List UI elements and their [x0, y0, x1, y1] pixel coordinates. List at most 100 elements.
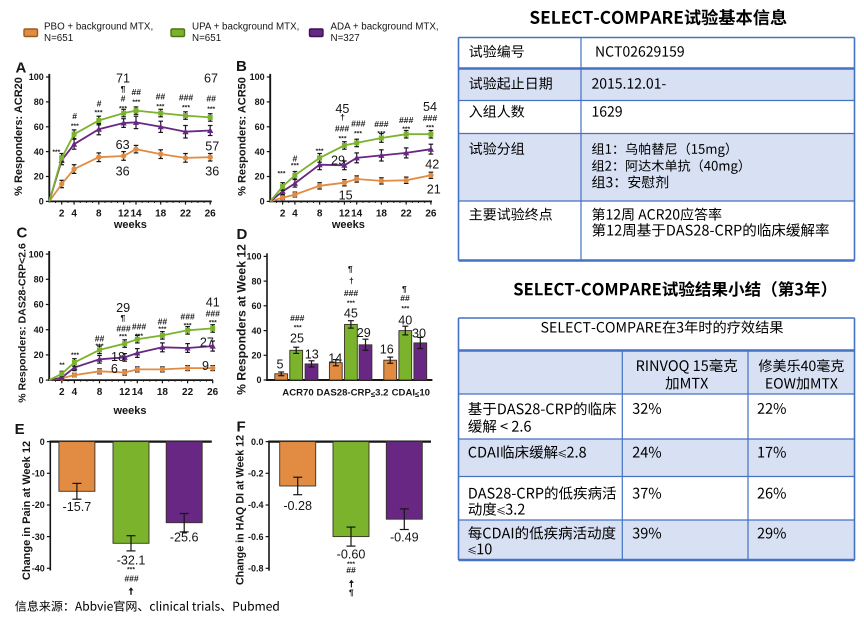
svg-text:***: *** — [156, 104, 164, 111]
svg-text:14: 14 — [132, 387, 144, 398]
svg-text:-10: -10 — [32, 469, 45, 479]
svg-text:###: ### — [180, 312, 195, 322]
svg-text:***: *** — [316, 148, 324, 155]
svg-text:-0.6: -0.6 — [248, 532, 264, 542]
svg-text:12: 12 — [339, 208, 351, 219]
svg-text:PBO + background MTX,: PBO + background MTX, — [44, 21, 153, 32]
svg-text:22: 22 — [182, 387, 194, 398]
svg-text:#: # — [121, 94, 126, 104]
svg-text:80: 80 — [34, 97, 44, 107]
svg-text:26: 26 — [207, 387, 219, 398]
svg-text:***: *** — [127, 567, 135, 574]
svg-text:-0.2: -0.2 — [248, 469, 264, 479]
svg-text:80: 80 — [34, 275, 44, 285]
svg-text:% Responders at Week 12: % Responders at Week 12 — [235, 244, 249, 395]
svg-text:N=651: N=651 — [192, 33, 221, 44]
svg-text:40: 40 — [34, 325, 44, 335]
svg-text:14: 14 — [130, 208, 142, 219]
svg-text:80: 80 — [255, 97, 265, 107]
svg-text:##: ## — [95, 333, 105, 343]
svg-text:***: *** — [339, 135, 347, 142]
svg-text:45: 45 — [344, 307, 358, 321]
svg-text:A: A — [16, 60, 27, 77]
svg-text:weeks: weeks — [113, 219, 147, 231]
svg-text:###: ### — [290, 313, 305, 323]
svg-text:###: ### — [351, 118, 366, 128]
svg-text:18: 18 — [155, 208, 167, 219]
svg-text:***: *** — [158, 326, 166, 333]
svg-text:F: F — [237, 418, 246, 435]
svg-text:-20: -20 — [32, 500, 45, 510]
svg-text:***: *** — [132, 99, 140, 106]
svg-text:30: 30 — [412, 327, 426, 341]
svg-text:ADA + background MTX,: ADA + background MTX, — [331, 21, 439, 32]
svg-text:***: *** — [347, 561, 355, 568]
svg-text:60: 60 — [251, 301, 261, 311]
svg-text:20: 20 — [251, 351, 261, 361]
svg-text:DAS28-CRP≤3.2: DAS28-CRP≤3.2 — [316, 388, 388, 400]
svg-text:-0.28: -0.28 — [283, 499, 312, 513]
svg-text:-30: -30 — [32, 532, 45, 542]
svg-text:-40: -40 — [32, 564, 45, 574]
svg-text:20: 20 — [34, 172, 44, 182]
svg-text:18: 18 — [376, 208, 388, 219]
svg-text:-15.7: -15.7 — [63, 500, 92, 514]
svg-text:***: *** — [401, 305, 409, 312]
svg-text:36: 36 — [205, 165, 219, 179]
svg-text:N=327: N=327 — [331, 33, 360, 44]
svg-text:4: 4 — [72, 387, 78, 398]
svg-text:-25.6: -25.6 — [170, 530, 199, 544]
svg-text:###: ### — [374, 119, 389, 129]
svg-text:0: 0 — [260, 197, 265, 207]
svg-text:45: 45 — [335, 102, 349, 116]
svg-text:D: D — [237, 226, 248, 243]
svg-text:22: 22 — [401, 208, 413, 219]
svg-text:42: 42 — [425, 158, 439, 172]
svg-text:-32.1: -32.1 — [117, 553, 146, 567]
svg-text:63: 63 — [116, 138, 130, 152]
svg-text:80: 80 — [251, 276, 261, 286]
svg-text:##: ## — [206, 93, 216, 103]
svg-text:##: ## — [400, 293, 410, 303]
svg-text:21: 21 — [427, 183, 441, 197]
svg-text:¶: ¶ — [402, 284, 407, 294]
svg-text:29: 29 — [116, 301, 130, 315]
svg-text:40: 40 — [398, 314, 412, 328]
svg-text:**: ** — [59, 362, 65, 369]
svg-text:60: 60 — [34, 122, 44, 132]
svg-text:***: *** — [426, 124, 434, 131]
svg-text:29: 29 — [331, 153, 345, 167]
svg-text:CDAI≤10: CDAI≤10 — [392, 388, 430, 400]
svg-text:###: ### — [179, 93, 194, 103]
svg-text:4: 4 — [71, 208, 77, 219]
svg-text:E: E — [15, 421, 25, 438]
svg-text:71: 71 — [116, 72, 130, 86]
svg-text:18: 18 — [111, 350, 125, 364]
svg-text:100: 100 — [29, 249, 44, 259]
svg-text:5: 5 — [276, 357, 283, 371]
svg-text:8: 8 — [96, 208, 102, 219]
svg-text:***: *** — [354, 131, 362, 138]
svg-text:weeks: weeks — [331, 219, 365, 231]
svg-text:###: ### — [206, 309, 221, 319]
svg-text:***: *** — [402, 126, 410, 133]
svg-text:2: 2 — [59, 387, 65, 398]
svg-text:67: 67 — [204, 72, 218, 86]
svg-text:¶: ¶ — [121, 84, 126, 94]
svg-text:***: *** — [95, 110, 103, 117]
svg-text:26: 26 — [205, 208, 217, 219]
svg-text:###: ### — [116, 324, 131, 334]
svg-text:0: 0 — [39, 197, 44, 207]
svg-text:0: 0 — [40, 437, 45, 447]
svg-text:57: 57 — [205, 140, 219, 154]
svg-text:ACR70: ACR70 — [282, 388, 313, 399]
svg-text:0.0: 0.0 — [251, 437, 264, 447]
svg-text:% Responders: DAS28-CRP<2.6: % Responders: DAS28-CRP<2.6 — [17, 243, 29, 403]
svg-text:18: 18 — [157, 387, 169, 398]
svg-text:9: 9 — [202, 359, 209, 373]
svg-text:2: 2 — [59, 208, 65, 219]
svg-text:60: 60 — [255, 122, 265, 132]
svg-text:weeks: weeks — [112, 405, 146, 417]
svg-text:Change in Pain at Week 12: Change in Pain at Week 12 — [21, 441, 33, 580]
svg-text:UPA + background MTX,: UPA + background MTX, — [192, 21, 299, 32]
